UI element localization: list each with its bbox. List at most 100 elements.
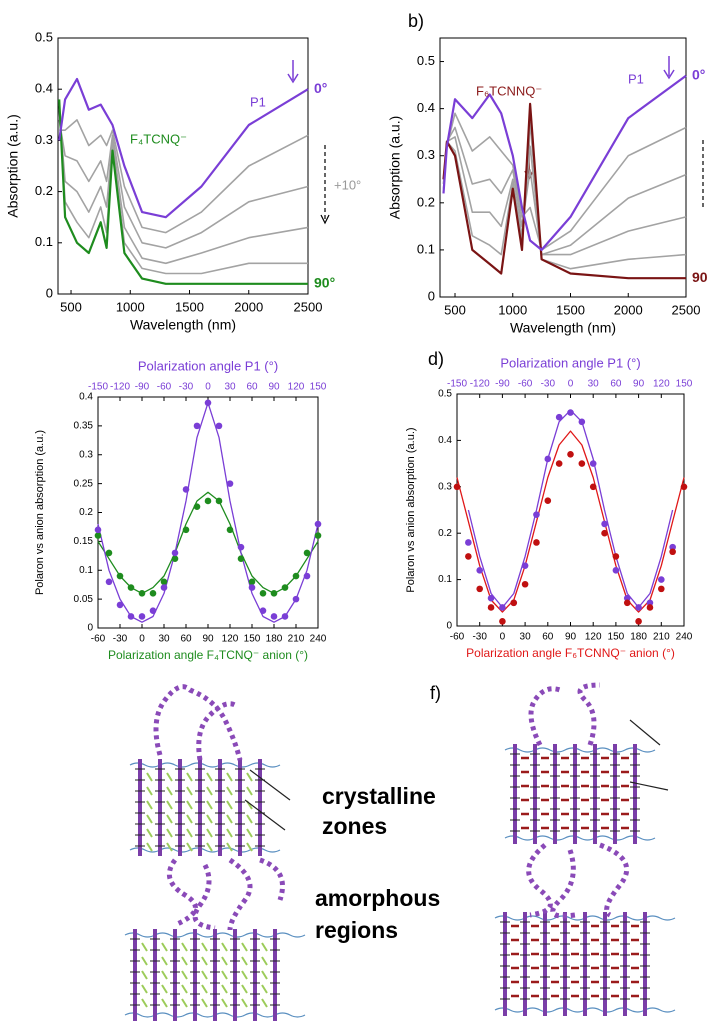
- data-point: [499, 604, 506, 611]
- data-point: [314, 532, 322, 539]
- view-line: [249, 769, 291, 801]
- dopant: [181, 956, 188, 966]
- annotation: P1: [250, 94, 266, 109]
- x2-tick-label: -90: [495, 379, 510, 390]
- annotation: F₄TCNQ⁻: [130, 131, 187, 146]
- dopant: [221, 984, 228, 994]
- x2-tick-label: 120: [653, 379, 670, 390]
- plot-frame: [439, 37, 687, 298]
- data-point: [533, 539, 540, 546]
- x2-axis-label: Polarization angle P1 (°): [138, 358, 278, 373]
- x-tick-label: -30: [113, 634, 128, 645]
- data-point: [646, 599, 654, 607]
- schematic-label: crystalline: [322, 783, 436, 809]
- panel-label: d): [428, 349, 444, 369]
- y-axis-label: Absorption (a.u.): [387, 116, 403, 220]
- data-point: [453, 483, 461, 491]
- amorphous-chain: [227, 857, 253, 931]
- dopant: [161, 998, 168, 1008]
- data-point: [612, 567, 620, 574]
- amorphous-chain: [550, 849, 576, 919]
- dopant: [246, 842, 253, 852]
- y-tick-label: 0: [428, 288, 435, 303]
- y-tick-label: 0.1: [438, 574, 452, 585]
- annotation: P1: [628, 71, 644, 86]
- amorphous-chain: [577, 682, 601, 746]
- view-line: [629, 719, 661, 746]
- x2-tick-label: 60: [246, 382, 258, 393]
- x-tick-label: 150: [244, 634, 261, 645]
- data-point: [105, 549, 113, 557]
- data-point: [259, 590, 267, 597]
- boundary: [129, 847, 281, 853]
- y-tick-label: 0.25: [74, 478, 94, 489]
- x-axis-label: Wavelength (nm): [130, 317, 236, 333]
- dopant: [246, 772, 253, 782]
- y-tick-label: 0.15: [74, 536, 94, 547]
- x-tick-label: 2500: [672, 302, 701, 317]
- y-tick-label: 0.1: [417, 241, 435, 256]
- dopant: [221, 942, 228, 952]
- amorphous-chain: [166, 858, 198, 928]
- data-point: [555, 413, 563, 421]
- series-line: [442, 102, 686, 280]
- schematic-label: amorphous: [315, 885, 440, 911]
- dopant: [186, 842, 193, 852]
- data-point: [193, 422, 201, 430]
- dopant: [141, 970, 148, 980]
- annotation: +10°: [334, 177, 361, 192]
- dopant: [206, 814, 213, 824]
- data-point: [204, 497, 212, 505]
- x2-tick-label: 90: [633, 379, 645, 390]
- schematic-label: regions: [315, 917, 398, 943]
- dopant: [261, 956, 268, 966]
- data-point: [623, 599, 631, 607]
- data-point: [314, 520, 322, 528]
- dopant: [141, 956, 148, 966]
- amorphous-chain: [153, 684, 243, 761]
- data-point: [646, 604, 654, 611]
- dopant: [186, 800, 193, 810]
- dopant: [166, 772, 173, 782]
- dopant: [201, 998, 208, 1008]
- x-tick-label: 2000: [234, 299, 263, 314]
- data-point: [226, 526, 234, 534]
- x-tick-label: 150: [608, 632, 625, 643]
- dopant: [141, 942, 148, 952]
- data-point: [658, 576, 665, 583]
- dopant: [186, 786, 193, 796]
- x2-tick-label: -30: [179, 382, 194, 393]
- x2-tick-label: -90: [135, 382, 150, 393]
- dopant: [226, 800, 233, 810]
- data-point: [138, 590, 146, 597]
- y-tick-label: 0.3: [79, 449, 93, 460]
- data-point: [521, 562, 529, 569]
- data-point: [116, 601, 124, 609]
- x-tick-label: 180: [266, 634, 283, 645]
- dopant: [141, 984, 148, 994]
- series-label: 90°: [314, 274, 335, 290]
- dopant: [206, 842, 213, 852]
- x-tick-label: 120: [222, 634, 239, 645]
- x-tick-label: 0: [139, 634, 145, 645]
- dopant: [181, 942, 188, 952]
- x-tick-label: 210: [653, 632, 670, 643]
- data-point: [521, 580, 529, 588]
- x2-tick-label: 120: [288, 382, 305, 393]
- y-tick-label: 0: [446, 621, 452, 632]
- series-label: 90: [692, 269, 708, 285]
- data-point: [248, 584, 256, 591]
- data-point: [612, 553, 620, 560]
- data-point: [487, 594, 495, 602]
- dopant: [226, 842, 233, 852]
- data-point: [465, 539, 472, 546]
- data-point: [259, 607, 267, 614]
- data-point: [127, 584, 135, 591]
- y-tick-label: 0.5: [438, 389, 452, 400]
- dopant: [206, 828, 213, 838]
- y-tick-label: 0.2: [417, 194, 435, 209]
- data-point: [303, 549, 311, 557]
- series-line: [58, 104, 308, 275]
